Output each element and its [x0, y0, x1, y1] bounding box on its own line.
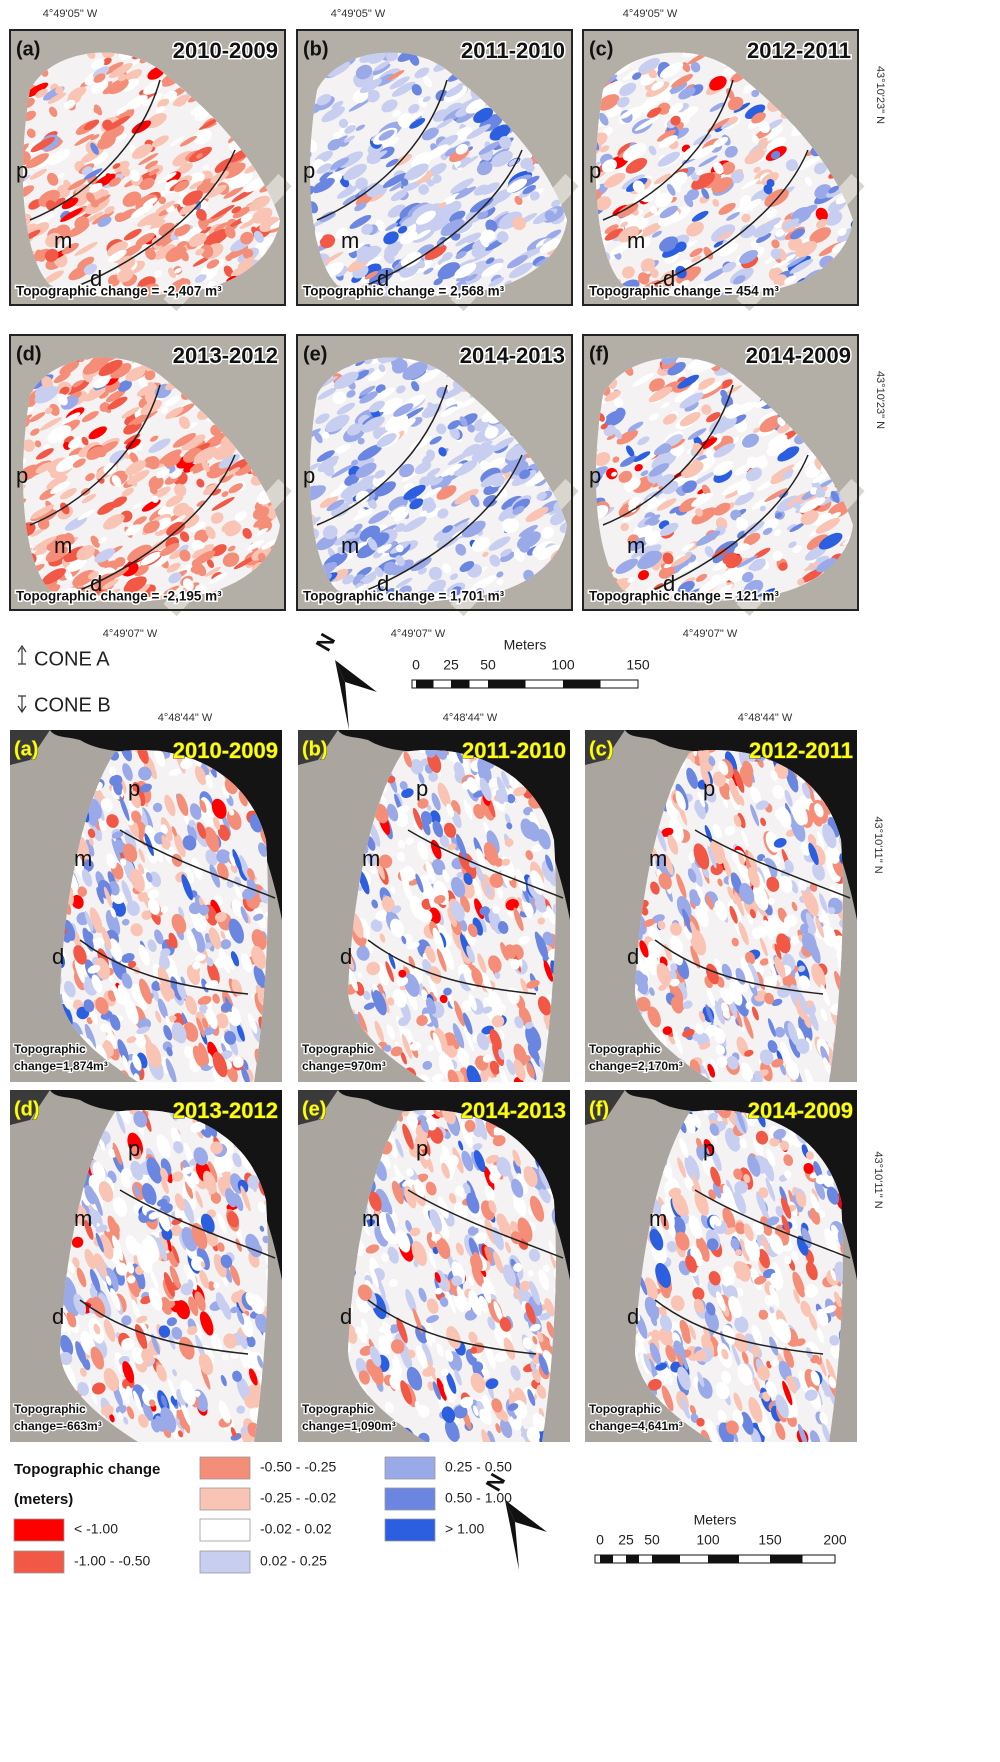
zone-label: p	[16, 463, 28, 488]
longitude-label: 4°49'07" W	[391, 628, 446, 640]
scale-tick: 50	[480, 657, 496, 673]
zone-label: d	[52, 944, 64, 969]
longitude-label: 4°49'05" W	[331, 8, 386, 20]
panel-period: 2011-2010	[461, 38, 565, 63]
zone-label: p	[416, 776, 428, 801]
panel-letter: (b)	[303, 38, 329, 60]
map-panel: p m d (b) 2011-2010 Topographic change=970m³	[293, 721, 576, 1094]
topographic-change: change=1,874m³	[14, 1059, 108, 1073]
panel-period: 2012-2011	[747, 38, 851, 63]
map-panel: pmd(a)2010-2009Topographic change = -2,4…	[0, 19, 295, 315]
panel-period: 2013-2012	[173, 343, 278, 368]
scale-tick: 100	[551, 657, 575, 673]
map-panel: p m d (a) 2010-2009 Topographic change=1,874m³	[2, 719, 291, 1093]
cone-arrow	[18, 696, 26, 712]
scale-tick: 0	[412, 657, 420, 673]
panel-period: 2014-2013	[460, 343, 565, 368]
map-panel: pmd(f)2014-2009Topographic change = 121 …	[571, 325, 869, 621]
scale-segment	[451, 680, 470, 688]
zone-label: m	[74, 846, 92, 871]
longitude-label: 4°49'07" W	[683, 628, 738, 640]
longitude-label: 4°49'05" W	[623, 8, 678, 20]
map-panel: pmd(c)2012-2011Topographic change = 454 …	[572, 20, 870, 314]
zone-label: m	[54, 533, 72, 558]
zone-label: p	[589, 158, 601, 183]
zone-label: p	[16, 158, 28, 183]
zone-label: p	[303, 158, 315, 183]
zone-label: p	[303, 463, 315, 488]
scale-segment	[563, 680, 601, 688]
latitude-label: 43°10'23" N	[874, 66, 886, 124]
zone-label: m	[362, 846, 380, 871]
topographic-change: Topographic change = 2,568 m³	[303, 284, 505, 299]
map-panel: pmd(e)2014-2013Topographic change = 1,70…	[284, 325, 587, 618]
panel-letter: (e)	[303, 343, 327, 365]
panel-period: 2011-2010	[462, 738, 566, 763]
zone-label: m	[54, 228, 72, 253]
scale-tick: 150	[626, 657, 650, 673]
figure: p m d (a) 2010-2009 Topographic change = -2,4…	[0, 0, 1000, 1762]
zone-label: m	[341, 533, 359, 558]
zone-label: m	[627, 533, 645, 558]
zone-label: d	[340, 944, 352, 969]
zone-label: p	[128, 776, 140, 801]
zone-label: m	[341, 228, 359, 253]
zone-label: p	[589, 463, 601, 488]
panel-period: 2010-2009	[173, 38, 278, 63]
topographic-change: Topographic	[302, 1042, 374, 1056]
panel-period: 2014-2009	[746, 343, 851, 368]
longitude-label: 4°49'07" W	[103, 628, 158, 640]
map-panel: pmd(b)2011-2010Topographic change = 2,56…	[286, 19, 586, 317]
topographic-change: Topographic change = -2,195 m³	[16, 589, 222, 604]
zone-label: m	[627, 228, 645, 253]
panel-letter: (a)	[14, 738, 38, 760]
panel-letter: (a)	[16, 38, 40, 60]
latitude-label: 43°10'23" N	[874, 371, 886, 429]
topographic-change: change=970m³	[302, 1059, 386, 1073]
map-panel: pmd(c)2012-2011Topographicchange=2,170m³	[575, 717, 864, 1092]
scale-segment	[416, 680, 434, 688]
topographic-change: Topographic change = 121 m³	[589, 589, 779, 604]
topographic-change: Topographic	[14, 1042, 86, 1056]
panel-letter: (b)	[302, 738, 328, 760]
scale-title: Meters	[504, 637, 547, 653]
cone-label: CONE B	[34, 694, 111, 716]
longitude-label: 4°49'05" W	[43, 8, 98, 20]
topographic-change: Topographic change = 454 m³	[589, 284, 779, 299]
panel-letter: (d)	[16, 343, 42, 365]
topographic-change: Topographic change = 1,701 m³	[303, 589, 505, 604]
panel-period: 2010-2009	[173, 738, 278, 763]
scale-segment	[488, 680, 526, 688]
panel-letter: (c)	[589, 38, 613, 60]
north-label: N	[311, 629, 341, 655]
cone-arrow	[18, 646, 26, 664]
scale-tick: 25	[443, 657, 459, 673]
panel-letter: (f)	[589, 343, 609, 365]
cone-label: CONE A	[34, 648, 110, 670]
topographic-change: Topographic change = -2,407 m³	[16, 284, 222, 299]
map-panel: pmd(d)2013-2012Topographic change = -2,1…	[0, 328, 294, 620]
